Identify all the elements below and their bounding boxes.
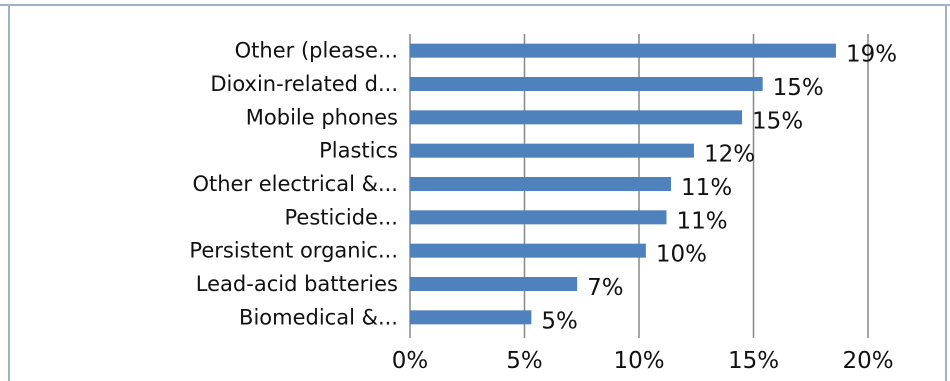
bar-3 (410, 143, 694, 158)
bar-0 (410, 43, 836, 58)
bar-1 (410, 77, 763, 91)
data-label-4: 11% (681, 175, 732, 201)
category-label-1: Dioxin-related d... (210, 72, 398, 96)
data-label-2: 15% (752, 108, 803, 134)
category-label-0: Other (please... (235, 39, 398, 63)
category-label-7: Lead-acid batteries (196, 272, 398, 296)
x-tick-label-1: 5% (506, 348, 543, 374)
bar-6 (410, 243, 646, 258)
bar-2 (410, 110, 743, 125)
bar-5 (410, 210, 667, 225)
x-tick-label-3: 15% (728, 348, 779, 374)
bar-4 (410, 177, 672, 191)
category-label-3: Plastics (319, 139, 398, 163)
category-label-4: Other electrical &... (192, 172, 398, 196)
x-tick-label-4: 20% (842, 348, 893, 374)
data-label-8: 5% (541, 308, 578, 334)
bars (410, 43, 836, 325)
data-labels: 19% 15% 15% 12% 11% 11% 10% 7% 5% (541, 42, 897, 335)
bar-7 (410, 277, 578, 291)
category-labels: Other (please... Dioxin-related d... Mobil… (189, 39, 398, 330)
data-label-1: 15% (773, 75, 824, 101)
category-label-8: Biomedical &... (239, 305, 398, 329)
x-tick-label-2: 10% (613, 348, 664, 374)
data-label-5: 11% (676, 208, 727, 234)
x-axis-tick-labels: 0% 5% 10% 15% 20% (392, 348, 894, 374)
data-label-0: 19% (846, 42, 897, 68)
data-label-6: 10% (656, 242, 707, 268)
category-label-5: Pesticide... (284, 205, 398, 229)
category-label-6: Persistent organic... (189, 239, 398, 263)
x-tick-label-0: 0% (392, 348, 429, 374)
bar-8 (410, 310, 532, 325)
category-label-2: Mobile phones (246, 105, 398, 129)
data-label-3: 12% (704, 142, 755, 168)
data-label-7: 7% (587, 275, 624, 301)
